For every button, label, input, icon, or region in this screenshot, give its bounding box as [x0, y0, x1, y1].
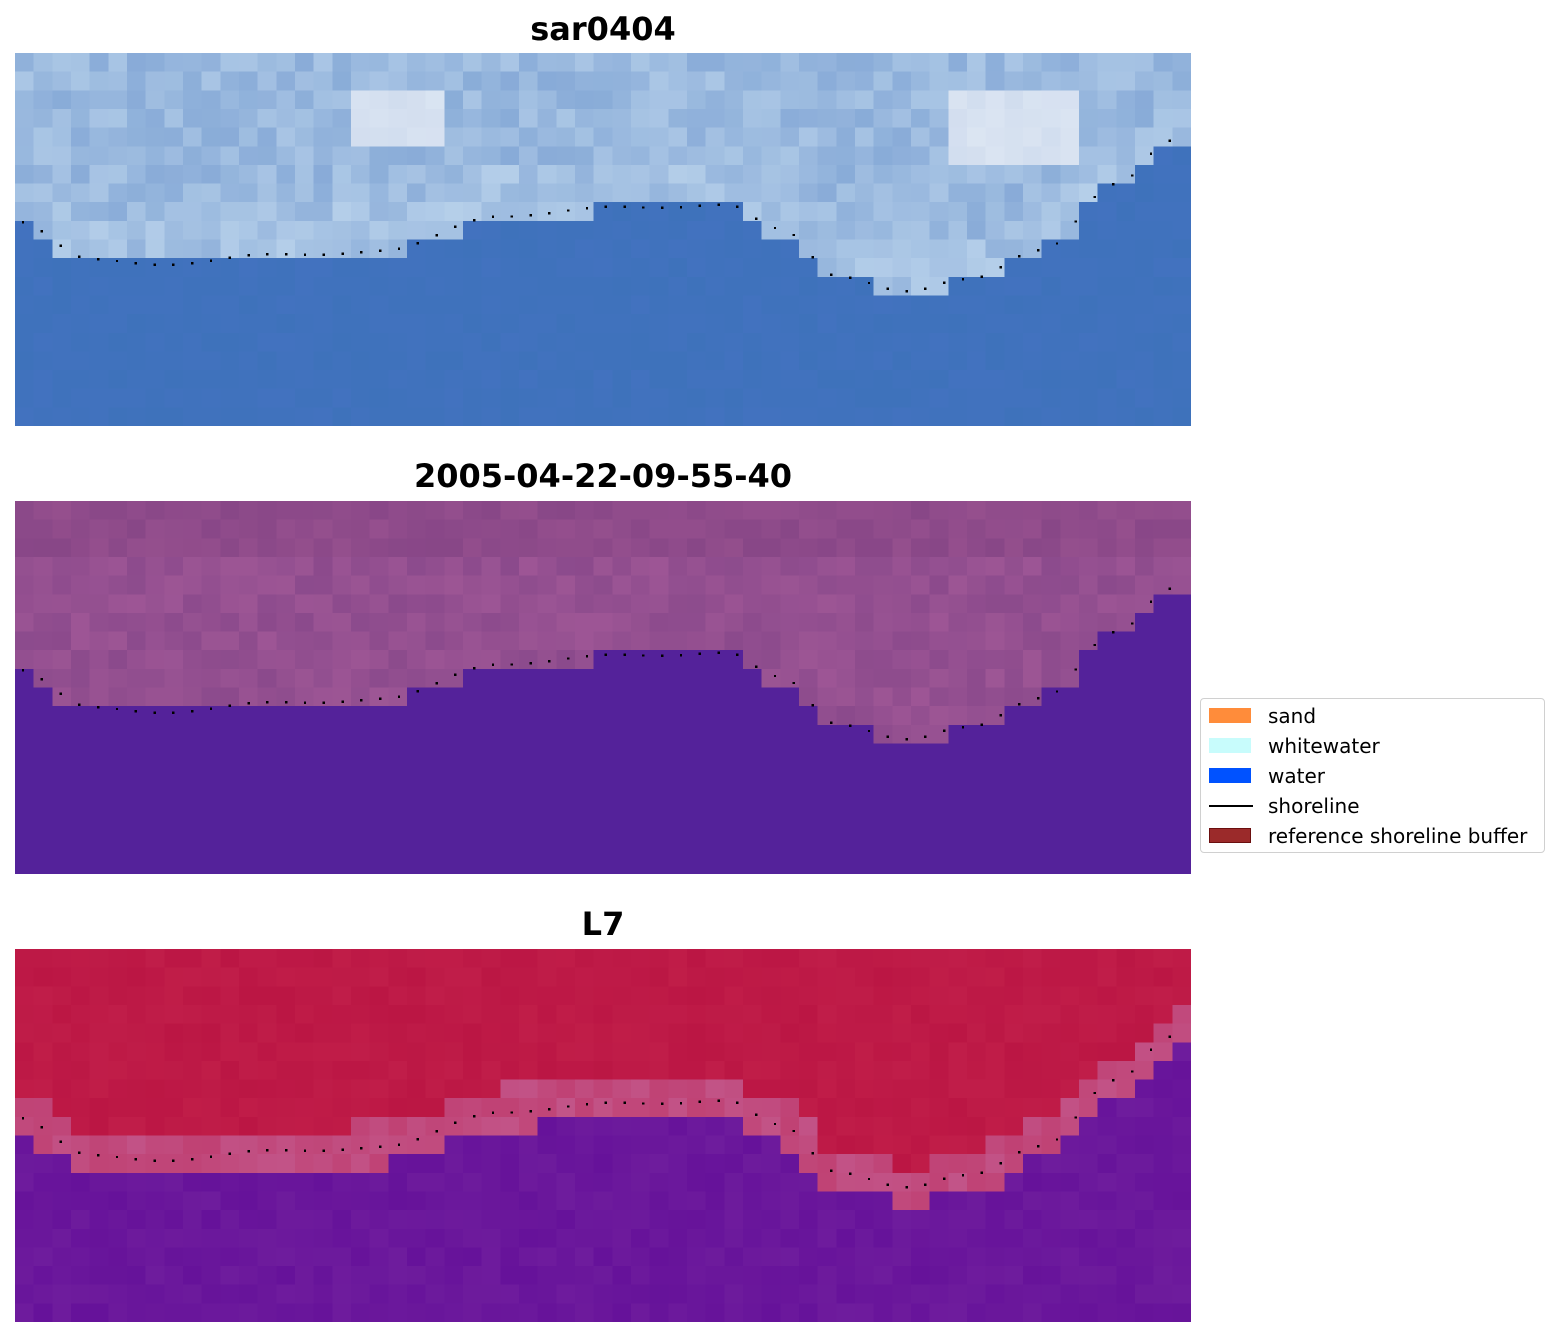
water-swatch [1209, 768, 1251, 783]
legend-label-whitewater: whitewater [1268, 734, 1380, 758]
legend: sand whitewater water shoreline referenc… [1200, 698, 1545, 853]
shoreline-dots [21, 139, 1171, 293]
classified-image-panel [15, 501, 1191, 874]
legend-label-shoreline: shoreline [1268, 794, 1360, 818]
legend-label-sand: sand [1268, 704, 1317, 728]
panel-title-rgb: sar0404 [530, 10, 676, 48]
legend-item-water: water [1201, 764, 1544, 788]
panel-title-index: L7 [581, 905, 625, 943]
sand-swatch [1209, 708, 1251, 723]
rgb-image-panel [15, 53, 1191, 426]
legend-item-sand: sand [1201, 704, 1544, 728]
legend-item-reference-buffer: reference shoreline buffer [1201, 824, 1544, 848]
panel-title-classified: 2005-04-22-09-55-40 [413, 457, 793, 495]
index-image-panel [15, 949, 1191, 1322]
legend-item-whitewater: whitewater [1201, 734, 1544, 758]
shoreline-dots [21, 1035, 1171, 1189]
shoreline-line-swatch [1209, 805, 1253, 807]
legend-item-shoreline: shoreline [1201, 794, 1544, 818]
shoreline-dots [21, 587, 1171, 741]
reference-buffer-swatch [1209, 828, 1251, 843]
whitewater-swatch [1209, 738, 1251, 753]
legend-label-water: water [1268, 764, 1325, 788]
legend-label-reference-buffer: reference shoreline buffer [1268, 824, 1528, 848]
